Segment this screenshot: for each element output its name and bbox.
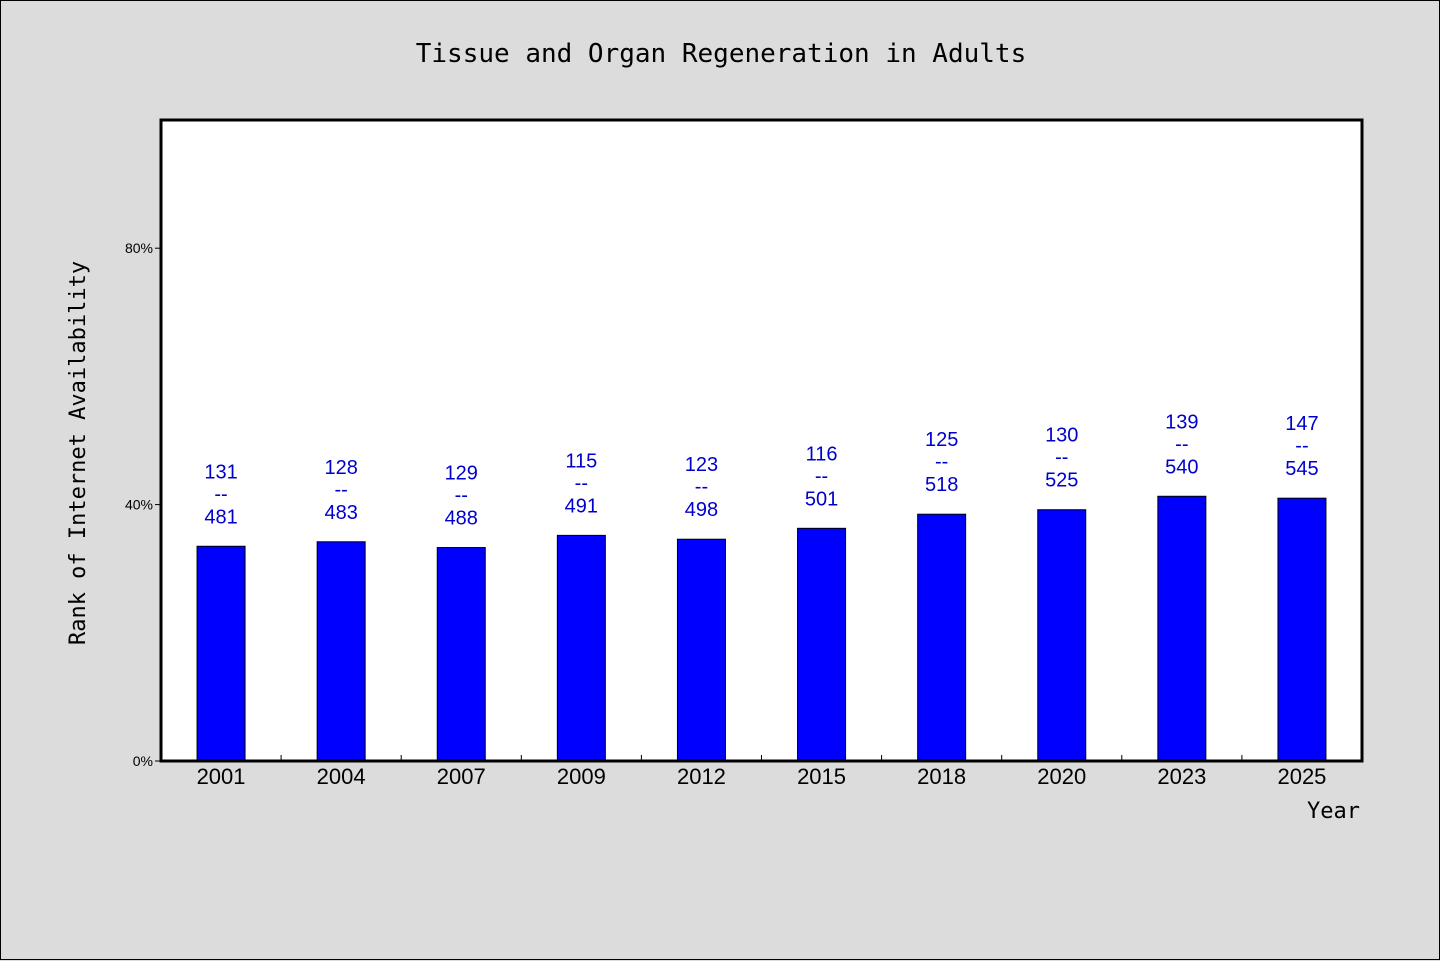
x-tick-label-2023: 2023 xyxy=(1157,764,1206,789)
x-tick-label-2018: 2018 xyxy=(917,764,966,789)
data-label-bottom-2025: 545 xyxy=(1285,458,1318,480)
x-axis: 2001 2004 2007 2009 2012 2015 2018 2020 2023 2025 xyxy=(197,755,1326,789)
x-tick-label-2020: 2020 xyxy=(1037,764,1086,789)
y-tick-label-40pct: 40% xyxy=(125,497,153,513)
bar-2012 xyxy=(676,538,726,762)
data-label-bottom-2023: 540 xyxy=(1165,456,1198,478)
data-label-top-2012: 123 xyxy=(685,454,718,476)
chart-title: Tissue and Organ Regeneration in Adults xyxy=(416,39,1026,69)
y-axis: 0% 40% 80% xyxy=(125,240,161,769)
data-label-bottom-2012: 498 xyxy=(685,499,718,521)
bar-2018 xyxy=(917,513,967,762)
data-label-bottom-2007: 488 xyxy=(445,508,478,530)
data-label-top-2020: 130 xyxy=(1045,425,1078,447)
data-label-bottom-2004: 483 xyxy=(324,502,357,524)
bar-2001 xyxy=(196,545,246,762)
data-label-sep-2018: -- xyxy=(935,451,948,473)
data-label-top-2007: 129 xyxy=(445,463,478,485)
x-tick-label-2007: 2007 xyxy=(437,764,486,789)
y-tick-label-80pct: 80% xyxy=(125,240,153,256)
data-label-bottom-2018: 518 xyxy=(925,474,958,496)
data-label-sep-2007: -- xyxy=(455,485,468,507)
data-label-bottom-2020: 525 xyxy=(1045,470,1078,492)
x-tick-label-2001: 2001 xyxy=(197,764,246,789)
data-label-sep-2012: -- xyxy=(695,476,708,498)
x-tick-label-2009: 2009 xyxy=(557,764,606,789)
x-tick-label-2012: 2012 xyxy=(677,764,726,789)
bar-2015 xyxy=(797,527,847,762)
y-axis-title: Rank of Internet Availability xyxy=(66,261,91,645)
x-tick-label-2025: 2025 xyxy=(1277,764,1326,789)
data-label-top-2023: 139 xyxy=(1165,411,1198,433)
bar-2025 xyxy=(1277,497,1327,762)
data-label-sep-2009: -- xyxy=(575,472,588,494)
data-label-top-2025: 147 xyxy=(1285,413,1318,435)
bar-2007 xyxy=(436,547,486,762)
data-label-top-2004: 128 xyxy=(324,457,357,479)
data-label-sep-2001: -- xyxy=(214,483,227,505)
data-labels: 131--481128--483129--488115--491123--498… xyxy=(204,411,1318,529)
data-label-top-2009: 115 xyxy=(565,450,597,472)
data-label-bottom-2015: 501 xyxy=(805,488,838,510)
bar-2004 xyxy=(316,541,366,762)
data-label-bottom-2009: 491 xyxy=(565,495,598,517)
data-label-sep-2023: -- xyxy=(1175,433,1188,455)
data-label-sep-2020: -- xyxy=(1055,447,1068,469)
bar-2020 xyxy=(1037,509,1087,762)
bar-2009 xyxy=(556,534,606,762)
data-label-top-2015: 116 xyxy=(806,443,838,465)
x-axis-title: Year xyxy=(1307,799,1360,824)
bar-2023 xyxy=(1157,495,1207,762)
data-label-top-2018: 125 xyxy=(925,429,958,451)
data-label-top-2001: 131 xyxy=(204,461,237,483)
data-label-sep-2004: -- xyxy=(334,479,347,501)
plot-border xyxy=(159,118,1364,763)
bar-series xyxy=(196,495,1327,762)
data-label-sep-2025: -- xyxy=(1295,435,1308,457)
data-label-bottom-2001: 481 xyxy=(204,506,237,528)
y-tick-label-0pct: 0% xyxy=(133,753,153,769)
data-label-sep-2015: -- xyxy=(815,465,828,487)
x-tick-label-2004: 2004 xyxy=(317,764,366,789)
x-tick-label-2015: 2015 xyxy=(797,764,846,789)
